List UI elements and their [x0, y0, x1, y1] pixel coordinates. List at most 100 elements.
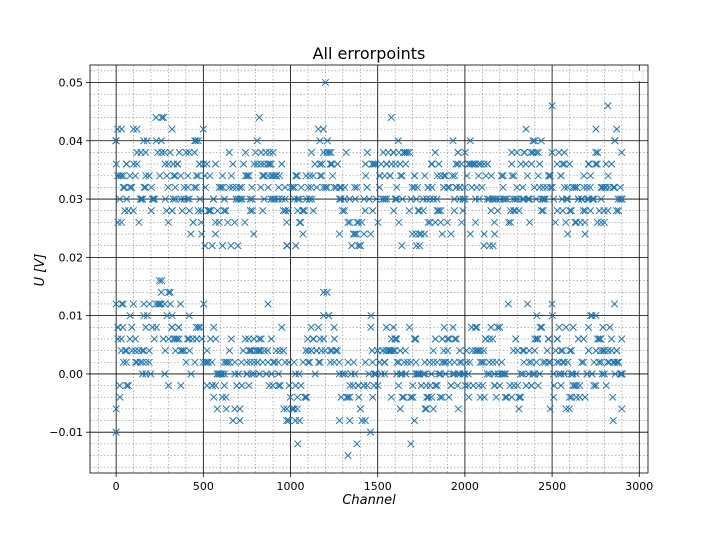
data-point [355, 393, 363, 401]
data-point [225, 346, 234, 355]
data-point [548, 311, 557, 320]
data-point [292, 242, 300, 250]
data-point [129, 300, 137, 308]
data-point [515, 207, 523, 215]
data-point [292, 172, 300, 180]
data-point [276, 381, 284, 390]
data-point [435, 160, 443, 168]
data-point [219, 183, 227, 192]
data-point [450, 358, 458, 366]
data-point [529, 148, 537, 157]
data-point [532, 358, 541, 366]
data-point [513, 195, 521, 203]
data-point [161, 370, 169, 378]
data-point [135, 218, 143, 227]
data-point [231, 405, 239, 413]
data-point [344, 218, 352, 227]
data-point [461, 148, 469, 157]
data-point [302, 195, 310, 203]
data-point [344, 358, 352, 366]
data-point [366, 428, 375, 436]
data-point [463, 358, 471, 366]
data-point [480, 160, 488, 168]
data-point [520, 358, 528, 366]
data-point [238, 195, 246, 203]
data-point [236, 195, 244, 203]
data-point [203, 346, 211, 355]
data-point [530, 137, 539, 145]
data-point [595, 358, 603, 366]
data-point [454, 148, 462, 157]
data-point [360, 195, 368, 203]
data-point [616, 370, 625, 378]
data-point [119, 172, 127, 180]
data-point [459, 207, 467, 215]
data-point [227, 242, 235, 250]
data-point [494, 370, 502, 378]
data-point [274, 183, 283, 192]
data-point [137, 195, 145, 203]
data-point [236, 405, 244, 413]
data-point [300, 207, 308, 215]
data-point [560, 183, 569, 192]
data-point [356, 242, 365, 250]
data-point [225, 183, 233, 192]
data-point [595, 335, 603, 343]
data-point [269, 172, 277, 180]
data-point [429, 358, 438, 366]
data-point [284, 207, 293, 215]
data-point [564, 195, 572, 203]
data-point [117, 125, 126, 133]
data-point [198, 230, 206, 238]
data-point [398, 393, 406, 401]
data-point [369, 207, 377, 215]
data-point [233, 381, 241, 390]
data-point [600, 346, 609, 355]
data-point [141, 148, 150, 157]
data-point [374, 218, 382, 227]
data-point [222, 405, 230, 413]
data-point [431, 218, 439, 227]
data-point [245, 172, 253, 180]
data-point [534, 172, 542, 180]
data-point [278, 195, 286, 203]
data-point [579, 335, 588, 343]
data-point [414, 370, 422, 378]
data-point [222, 393, 230, 401]
data-point [133, 358, 141, 366]
data-point [471, 195, 480, 203]
data-point [234, 242, 242, 250]
data-point [438, 230, 446, 238]
data-point [353, 440, 361, 448]
data-point [211, 160, 220, 168]
data-point [600, 370, 608, 378]
data-point [478, 183, 486, 192]
data-point [616, 183, 625, 192]
data-point [149, 195, 157, 203]
data-point [255, 370, 264, 378]
data-point [381, 358, 389, 366]
y-tick-label: 0.04 [59, 135, 84, 148]
data-point [341, 370, 349, 378]
data-point [480, 358, 488, 366]
data-point [213, 207, 222, 215]
data-point [530, 183, 539, 192]
data-point [421, 405, 429, 413]
data-point [293, 405, 302, 413]
data-point [451, 172, 459, 180]
data-point [278, 323, 286, 331]
x-tick-label: 1500 [364, 480, 392, 493]
data-point [356, 405, 364, 413]
data-point [535, 370, 544, 378]
data-point [545, 358, 553, 366]
data-point [116, 381, 124, 390]
data-point [490, 218, 499, 227]
data-point [576, 381, 584, 390]
data-point [403, 358, 412, 366]
data-point [194, 207, 202, 215]
data-point [191, 137, 199, 145]
data-point [508, 393, 516, 401]
data-point [365, 370, 373, 378]
data-point [336, 183, 344, 192]
y-axis-ticks: −0.01 0.00 0.01 0.02 0.03 0.04 0.05 [49, 76, 90, 439]
